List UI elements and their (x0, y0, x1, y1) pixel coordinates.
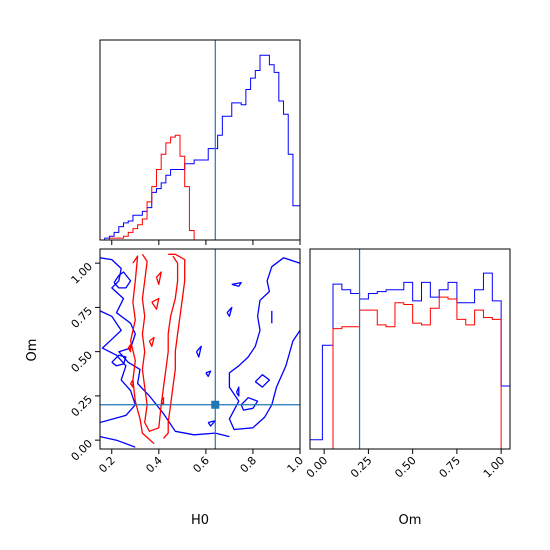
om-marginal-x-tick-label: 0.75 (437, 454, 464, 481)
h0-marginal-plot-area (100, 40, 300, 240)
h0-om-contours-contour-run_a (111, 354, 127, 367)
h0-om-contours-y-tick-label: 0.75 (69, 304, 96, 331)
h0-om-contours-contour-run_a (205, 370, 212, 378)
h0-om-contours-contour-run_a (226, 306, 233, 317)
h0-marginal-series-run_a (100, 54, 300, 240)
om-marginal-x-tick-label: 0.25 (348, 454, 375, 481)
h0-marginal-series-run_b (100, 134, 300, 240)
truth-marker (211, 400, 220, 409)
h0-om-contours-contour-run_a (195, 345, 202, 358)
h0-marginal-frame (99, 39, 301, 241)
h0-om-contours-frame (99, 248, 301, 450)
h0-om-contours-x-tick-label: 0.8 (237, 454, 259, 476)
h0-marginal-panel (99, 39, 301, 245)
h0-om-contours-plot-area (100, 249, 300, 449)
h0-om-contours-y-tick-label: 1.00 (69, 260, 96, 287)
h0-om-contours-x-tick-label: 0.2 (96, 454, 118, 476)
h0-om-contours-contour-run_a (235, 386, 240, 397)
h0-om-contours-contour-run_b (163, 253, 186, 439)
h0-om-contours-contour-run_a (100, 310, 136, 424)
h0-om-contours-contour-run_a (207, 420, 216, 427)
om-marginal-x-tick-label: 1.00 (481, 454, 508, 481)
h0-om-contours-contour-run_b (155, 271, 162, 286)
om-marginal-x-tick-label: 0.50 (392, 454, 419, 481)
h0-om-contours-contour-run_a (231, 281, 242, 287)
h0-om-contours-contour-run_b (129, 255, 155, 445)
h0-om-contours-contour-run_a (240, 397, 259, 411)
om-marginal-frame (309, 248, 511, 450)
h0-om-contours-y-tick-label: 0.25 (69, 393, 96, 420)
h0-om-contours-x-tick-label: 1.0 (285, 454, 307, 476)
om-marginal-series-run_b (310, 296, 510, 449)
om-marginal-plot-area (310, 249, 510, 449)
h0-om-contours-contour-run_a (228, 257, 300, 431)
h0-om-contours-contour-run_a (100, 257, 230, 438)
h0-om-contour-panel: 0.2 0.4 0.6 0.8 1.0 0.00 0.25 0.50 0.75 1.00 (69, 248, 307, 476)
h0-om-contours-contour-run_b (141, 253, 179, 432)
h0-om-contours-contour-run_a (113, 271, 132, 289)
h0-om-contours-contour-run_a (254, 374, 271, 388)
h0-om-contours-x-tick-label: 0.6 (190, 454, 212, 476)
h0-om-contours-contour-run_b (130, 379, 134, 388)
h0-om-contours-y-tick-label: 0.00 (69, 437, 96, 464)
om-marginal-panel: 0.00 0.25 0.50 0.75 1.00 (304, 248, 511, 481)
h0-om-contours-contour-run_b (127, 343, 132, 353)
h0-om-contours-contour-run_a (100, 435, 136, 448)
y-axis-label-om: Om (25, 339, 40, 362)
om-marginal-x-tick-label: 0.00 (304, 454, 331, 481)
h0-om-contours-y-tick-label: 0.50 (69, 349, 96, 376)
h0-om-contours-contour-run_b (160, 397, 165, 406)
om-marginal-series-run_a (310, 272, 510, 449)
x-axis-label-h0: H0 (191, 513, 209, 528)
h0-om-contours-contour-run_b (151, 297, 160, 310)
x-axis-label-om: Om (399, 513, 422, 528)
h0-om-contours-x-tick-label: 0.4 (143, 454, 165, 476)
h0-om-contours-contour-run_b (148, 336, 155, 347)
